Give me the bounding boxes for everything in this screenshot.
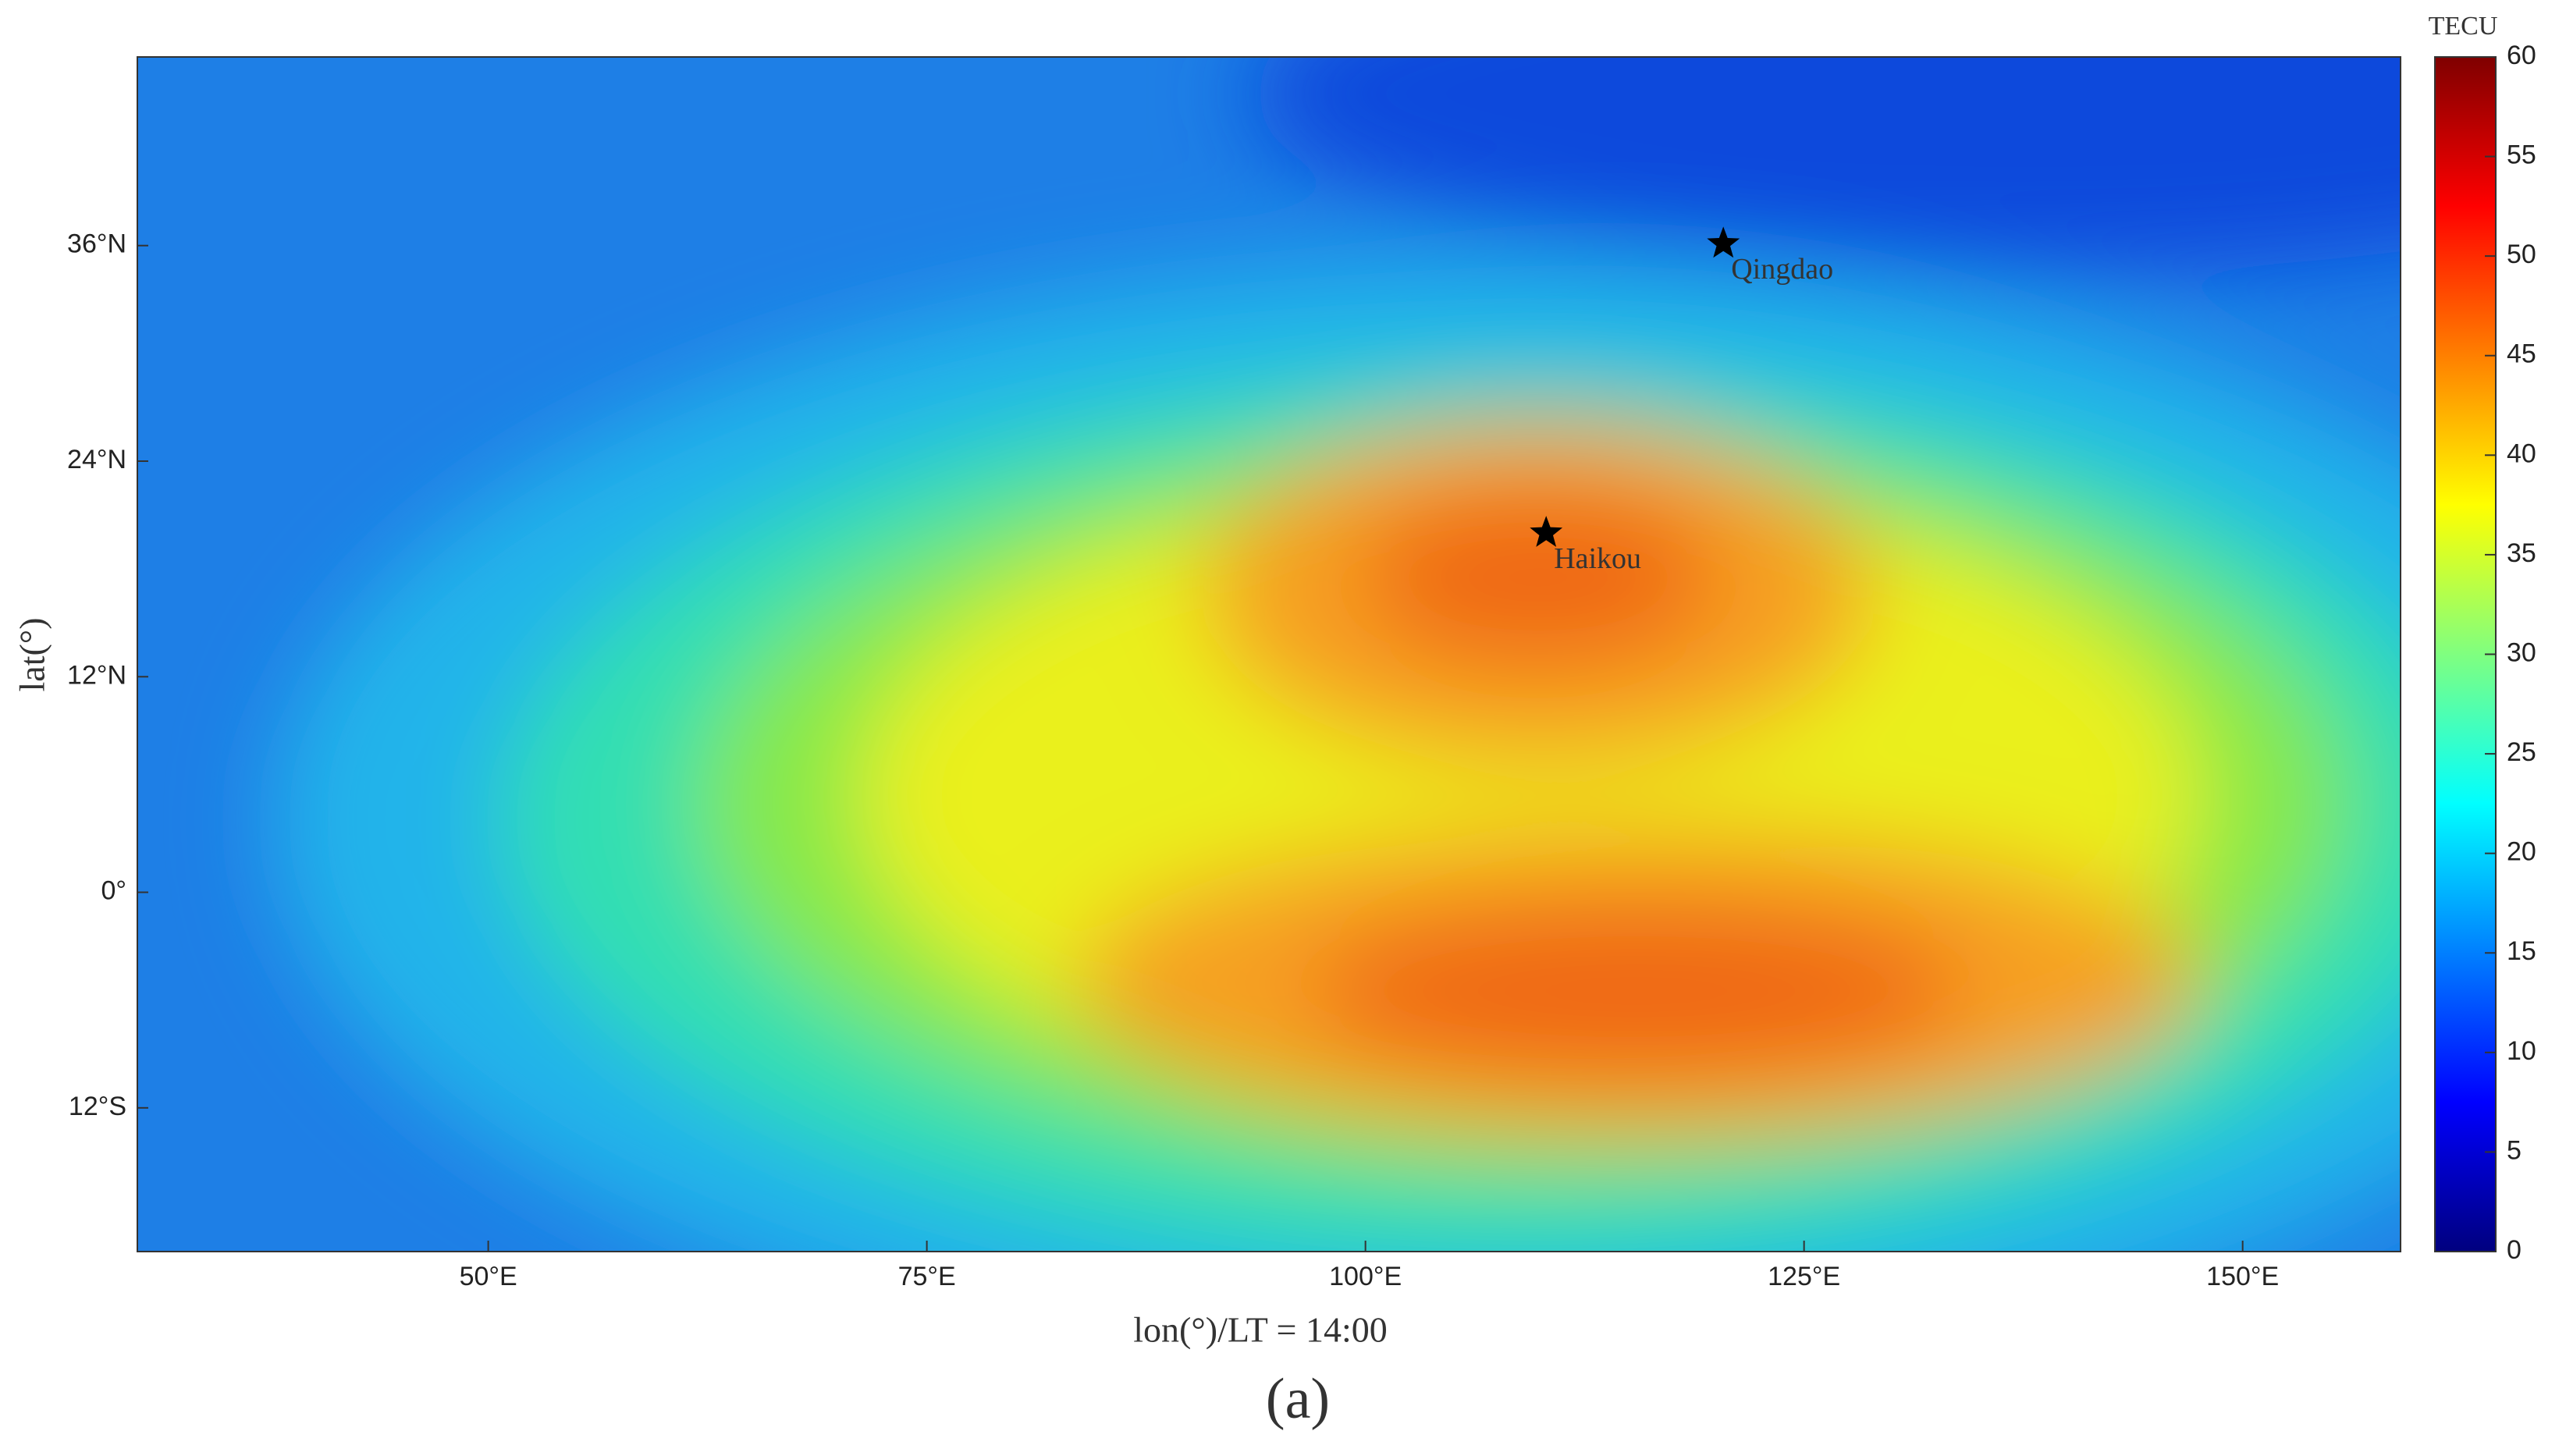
colorbar-tick-label: 10 xyxy=(2507,1036,2536,1066)
colorbar-tick-label: 55 xyxy=(2507,140,2536,170)
colorbar-tick-label: 60 xyxy=(2507,41,2536,70)
x-axis-label: lon(°)/LT = 14:00 xyxy=(1133,1310,1387,1350)
y-tick-label: 12°N xyxy=(67,660,126,690)
colorbar-tick-label: 50 xyxy=(2507,240,2536,269)
colorbar-tick-label: 35 xyxy=(2507,538,2536,568)
tec-field xyxy=(137,57,2401,1252)
colorbar-tick-label: 25 xyxy=(2507,737,2536,767)
colorbar-tick-label: 5 xyxy=(2507,1135,2522,1165)
y-tick-label: 12°S xyxy=(69,1092,126,1121)
y-tick-label: 0° xyxy=(101,876,126,906)
colorbar-label: TECU xyxy=(2429,12,2498,41)
colorbar-tick-label: 45 xyxy=(2507,339,2536,369)
city-label: Haikou xyxy=(1554,542,1641,575)
y-tick-label: 24°N xyxy=(67,445,126,474)
y-axis-label: lat(°) xyxy=(12,617,52,691)
colorbar-tick-label: 0 xyxy=(2507,1235,2522,1265)
colorbar-tick-label: 30 xyxy=(2507,637,2536,667)
colorbar-tick-label: 15 xyxy=(2507,936,2536,966)
x-tick-label: 50°E xyxy=(460,1262,517,1291)
colorbar-tick-label: 20 xyxy=(2507,837,2536,867)
plot-frame xyxy=(137,56,2401,1252)
city-marker xyxy=(1707,226,1740,258)
colorbar-tick-label: 40 xyxy=(2507,439,2536,468)
x-tick-label: 75°E xyxy=(898,1262,956,1291)
x-tick-label: 125°E xyxy=(1768,1262,1840,1291)
y-tick-label: 36°N xyxy=(67,229,126,259)
city-label: Qingdao xyxy=(1731,253,1833,286)
x-tick-label: 100°E xyxy=(1329,1262,1402,1291)
caption: (a) xyxy=(1266,1367,1330,1431)
x-tick-label: 150°E xyxy=(2206,1262,2279,1291)
city-marker xyxy=(1530,516,1563,547)
